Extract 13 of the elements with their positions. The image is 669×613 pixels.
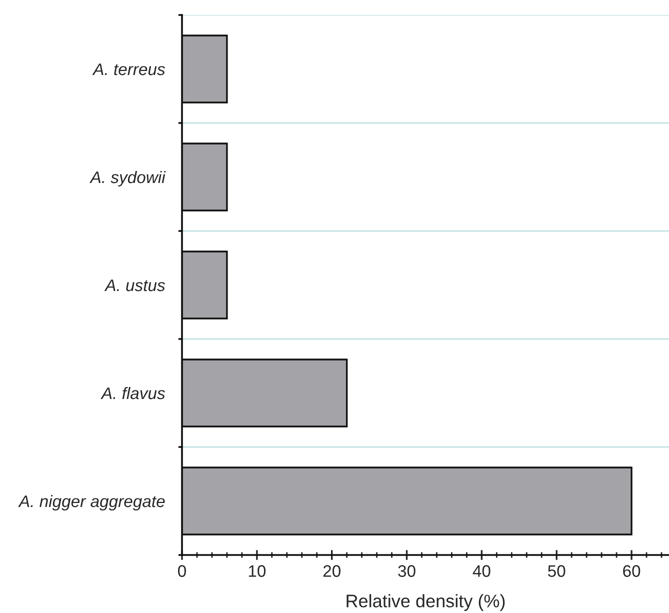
x-tick-label: 20 (323, 565, 340, 577)
x-tick-label: 60 (623, 565, 640, 577)
x-tick-label: 10 (248, 565, 266, 577)
y-tick-label: A. nigger aggregate (18, 494, 165, 510)
x-tick-label: 0 (178, 565, 186, 577)
y-tick-label: A. terreus (92, 64, 165, 76)
x-axis-title: Relative density (%) (346, 594, 505, 611)
y-tick-label: A. sydowii (89, 170, 166, 186)
x-tick-label: 50 (548, 565, 566, 577)
x-tick-label: 40 (472, 565, 490, 577)
x-tick-label: 30 (398, 565, 416, 577)
y-tick-label: A. ustus (104, 280, 165, 292)
y-tick-label: A. flavus (100, 386, 165, 400)
